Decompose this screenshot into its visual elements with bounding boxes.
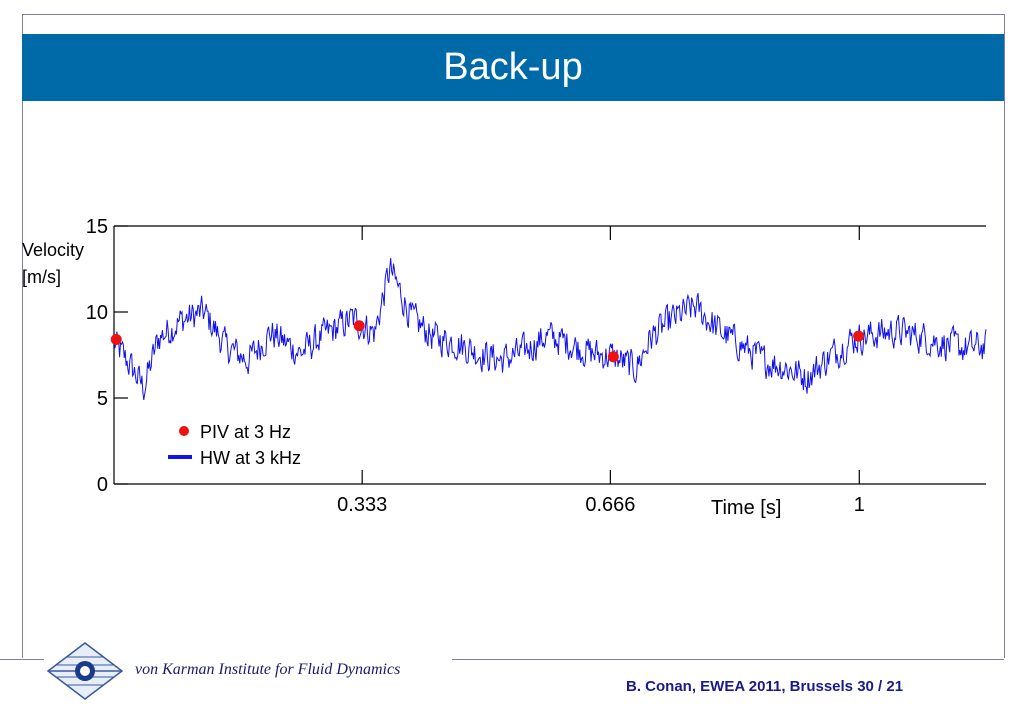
- slide-frame-top: [22, 14, 1004, 15]
- hw-series-line: [113, 258, 987, 400]
- chart-axes: [113, 225, 986, 485]
- footer-reference: B. Conan, EWEA 2011, Brussels 30 / 21: [626, 678, 904, 695]
- chart-legend: PIV at 3 Hz HW at 3 kHz: [168, 422, 301, 468]
- title-bar: Back-up: [22, 34, 1004, 101]
- legend-piv-label: PIV at 3 Hz: [200, 422, 291, 442]
- x-tick-label: 1: [854, 494, 865, 516]
- legend-hw-label: HW at 3 kHz: [200, 448, 301, 468]
- legend-piv-marker: [179, 426, 189, 436]
- x-tick-label: 0.666: [585, 494, 635, 516]
- piv-point: [353, 320, 365, 332]
- slide-title: Back-up: [443, 46, 583, 88]
- slide-frame-right: [1004, 14, 1005, 658]
- piv-point: [607, 351, 619, 363]
- footer-institute: von Karman Institute for Fluid Dynamics: [135, 661, 401, 678]
- y-tick-label: 10: [86, 302, 108, 324]
- y-axis-label-line2: [m/s]: [22, 267, 61, 287]
- piv-point: [853, 330, 865, 342]
- slide-frame-left: [22, 14, 23, 658]
- y-tick-label: 15: [86, 216, 108, 238]
- piv-point: [110, 334, 122, 346]
- vki-logo-icon: [46, 642, 124, 700]
- footer-rule-left: [0, 659, 44, 660]
- y-tick-label: 0: [97, 474, 108, 496]
- y-axis-label-line1: Velocity: [22, 240, 84, 260]
- x-tick-label: 0.333: [337, 494, 387, 516]
- footer-rule-right: [452, 659, 1004, 660]
- y-tick-label: 5: [97, 388, 108, 410]
- x-axis-label: Time [s]: [711, 497, 781, 519]
